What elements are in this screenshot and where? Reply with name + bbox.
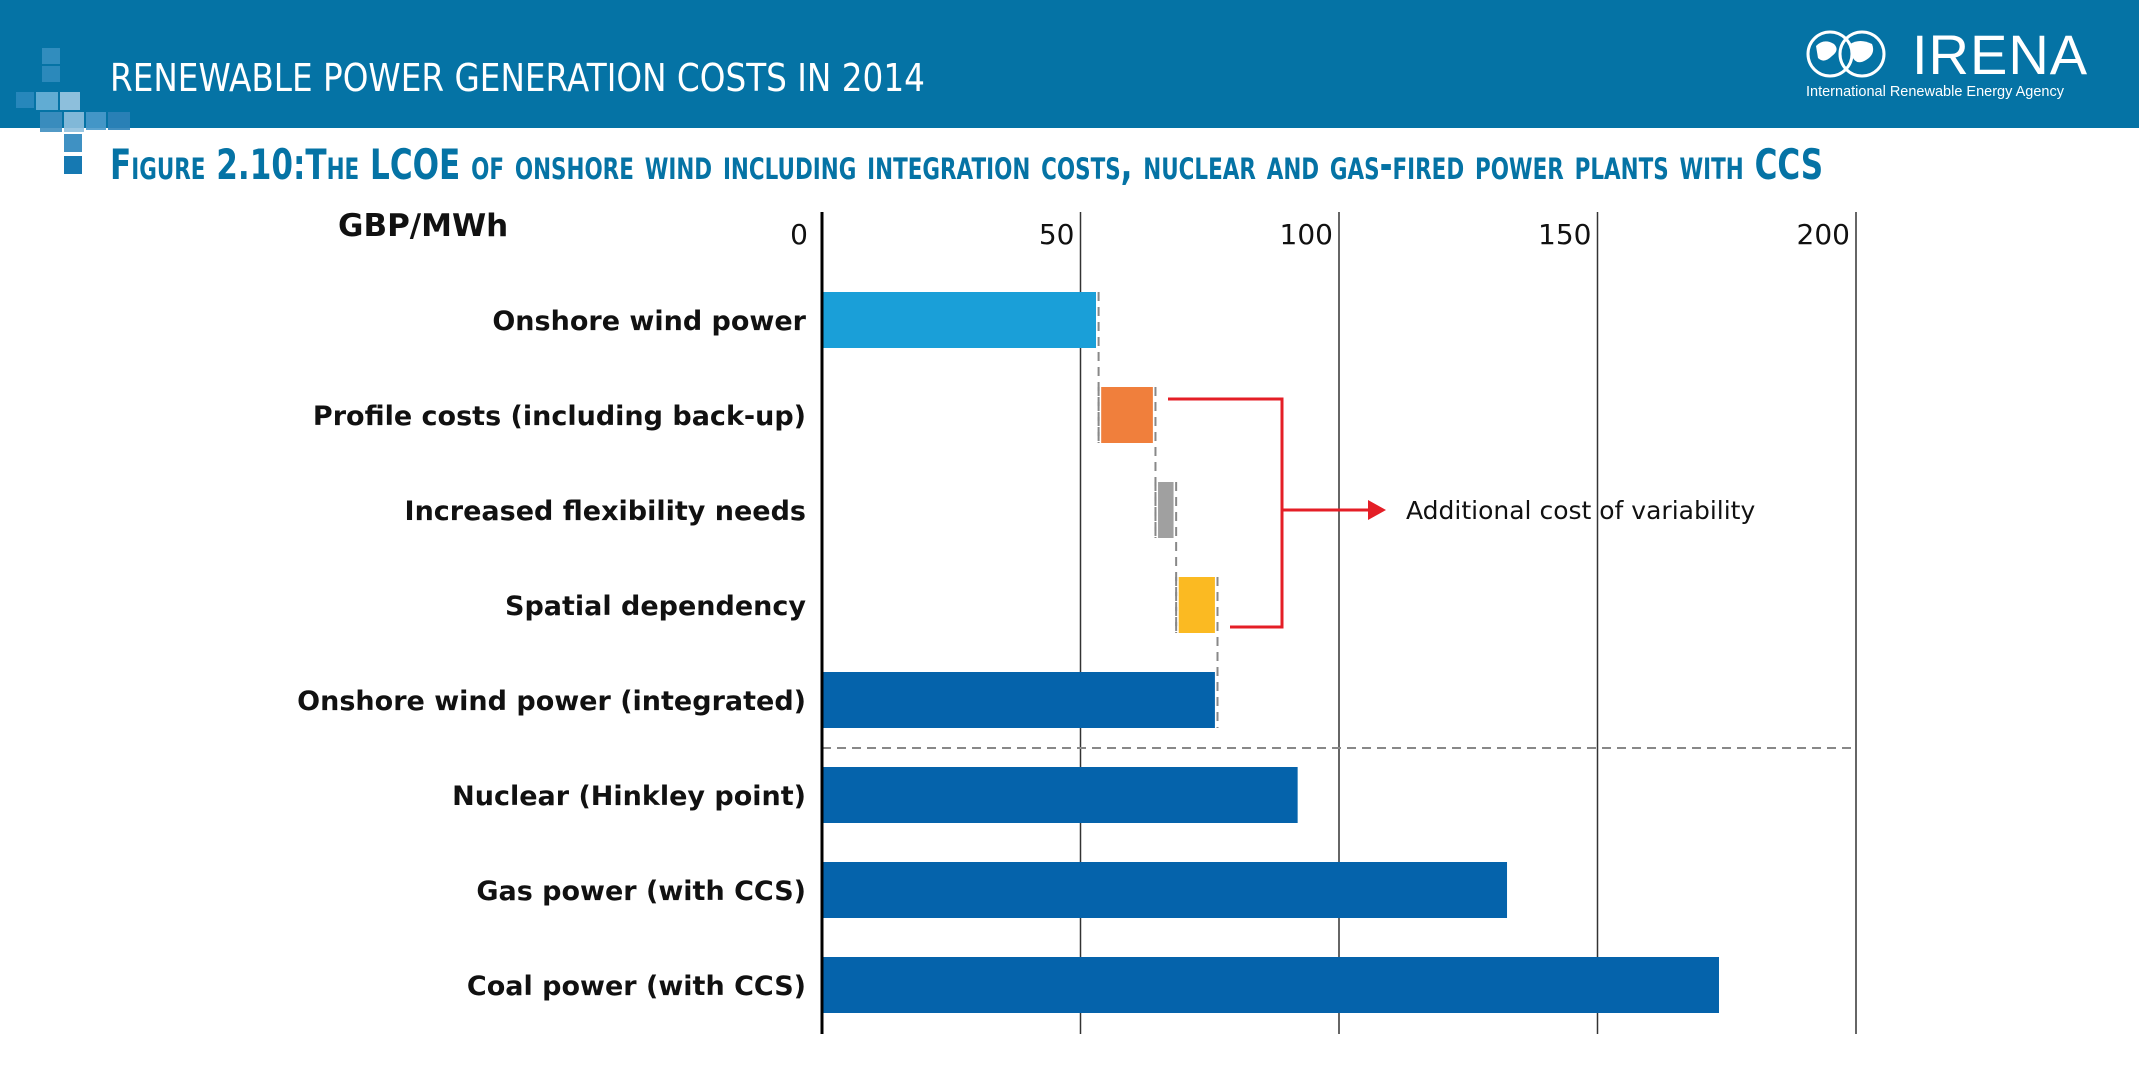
report-title: RENEWABLE POWER GENERATION COSTS IN 2014 bbox=[110, 56, 925, 100]
bar bbox=[822, 862, 1508, 918]
category-label: Increased flexibility needs bbox=[405, 496, 806, 527]
bar bbox=[1178, 577, 1215, 633]
bar bbox=[822, 672, 1215, 728]
x-tick-label: 100 bbox=[1280, 218, 1333, 251]
category-label: Nuclear (Hinkley point) bbox=[452, 781, 806, 812]
category-label: Spatial dependency bbox=[505, 591, 806, 622]
x-tick-label: 200 bbox=[1797, 218, 1850, 251]
report-logo-squares bbox=[16, 48, 130, 174]
annotation-label: Additional cost of variability bbox=[1406, 496, 1755, 525]
annotation-arrow-head bbox=[1368, 500, 1386, 520]
bar bbox=[822, 767, 1298, 823]
bar bbox=[1101, 387, 1153, 443]
category-label: Profile costs (including back-up) bbox=[313, 401, 806, 432]
bar bbox=[822, 292, 1097, 348]
header-band bbox=[0, 0, 2139, 128]
x-tick-label: 50 bbox=[1039, 218, 1075, 251]
bar bbox=[822, 957, 1719, 1013]
category-label: Gas power (with CCS) bbox=[476, 876, 806, 907]
irena-logo-icon bbox=[1806, 30, 1886, 78]
annotation-bracket bbox=[1168, 397, 1284, 629]
figure-title: Figure 2.10:The LCOE of onshore wind inc… bbox=[110, 140, 1824, 189]
x-tick-label: 0 bbox=[790, 218, 808, 251]
irena-logo-subtitle: International Renewable Energy Agency bbox=[1806, 84, 2064, 100]
irena-logo-word: IRENA bbox=[1912, 23, 2089, 86]
category-label: Coal power (with CCS) bbox=[467, 971, 806, 1002]
y-unit-label: GBP/MWh bbox=[338, 208, 509, 244]
bar bbox=[1158, 482, 1174, 538]
category-label: Onshore wind power bbox=[492, 306, 806, 337]
x-tick-label: 150 bbox=[1538, 218, 1591, 251]
category-label: Onshore wind power (integrated) bbox=[297, 686, 806, 717]
